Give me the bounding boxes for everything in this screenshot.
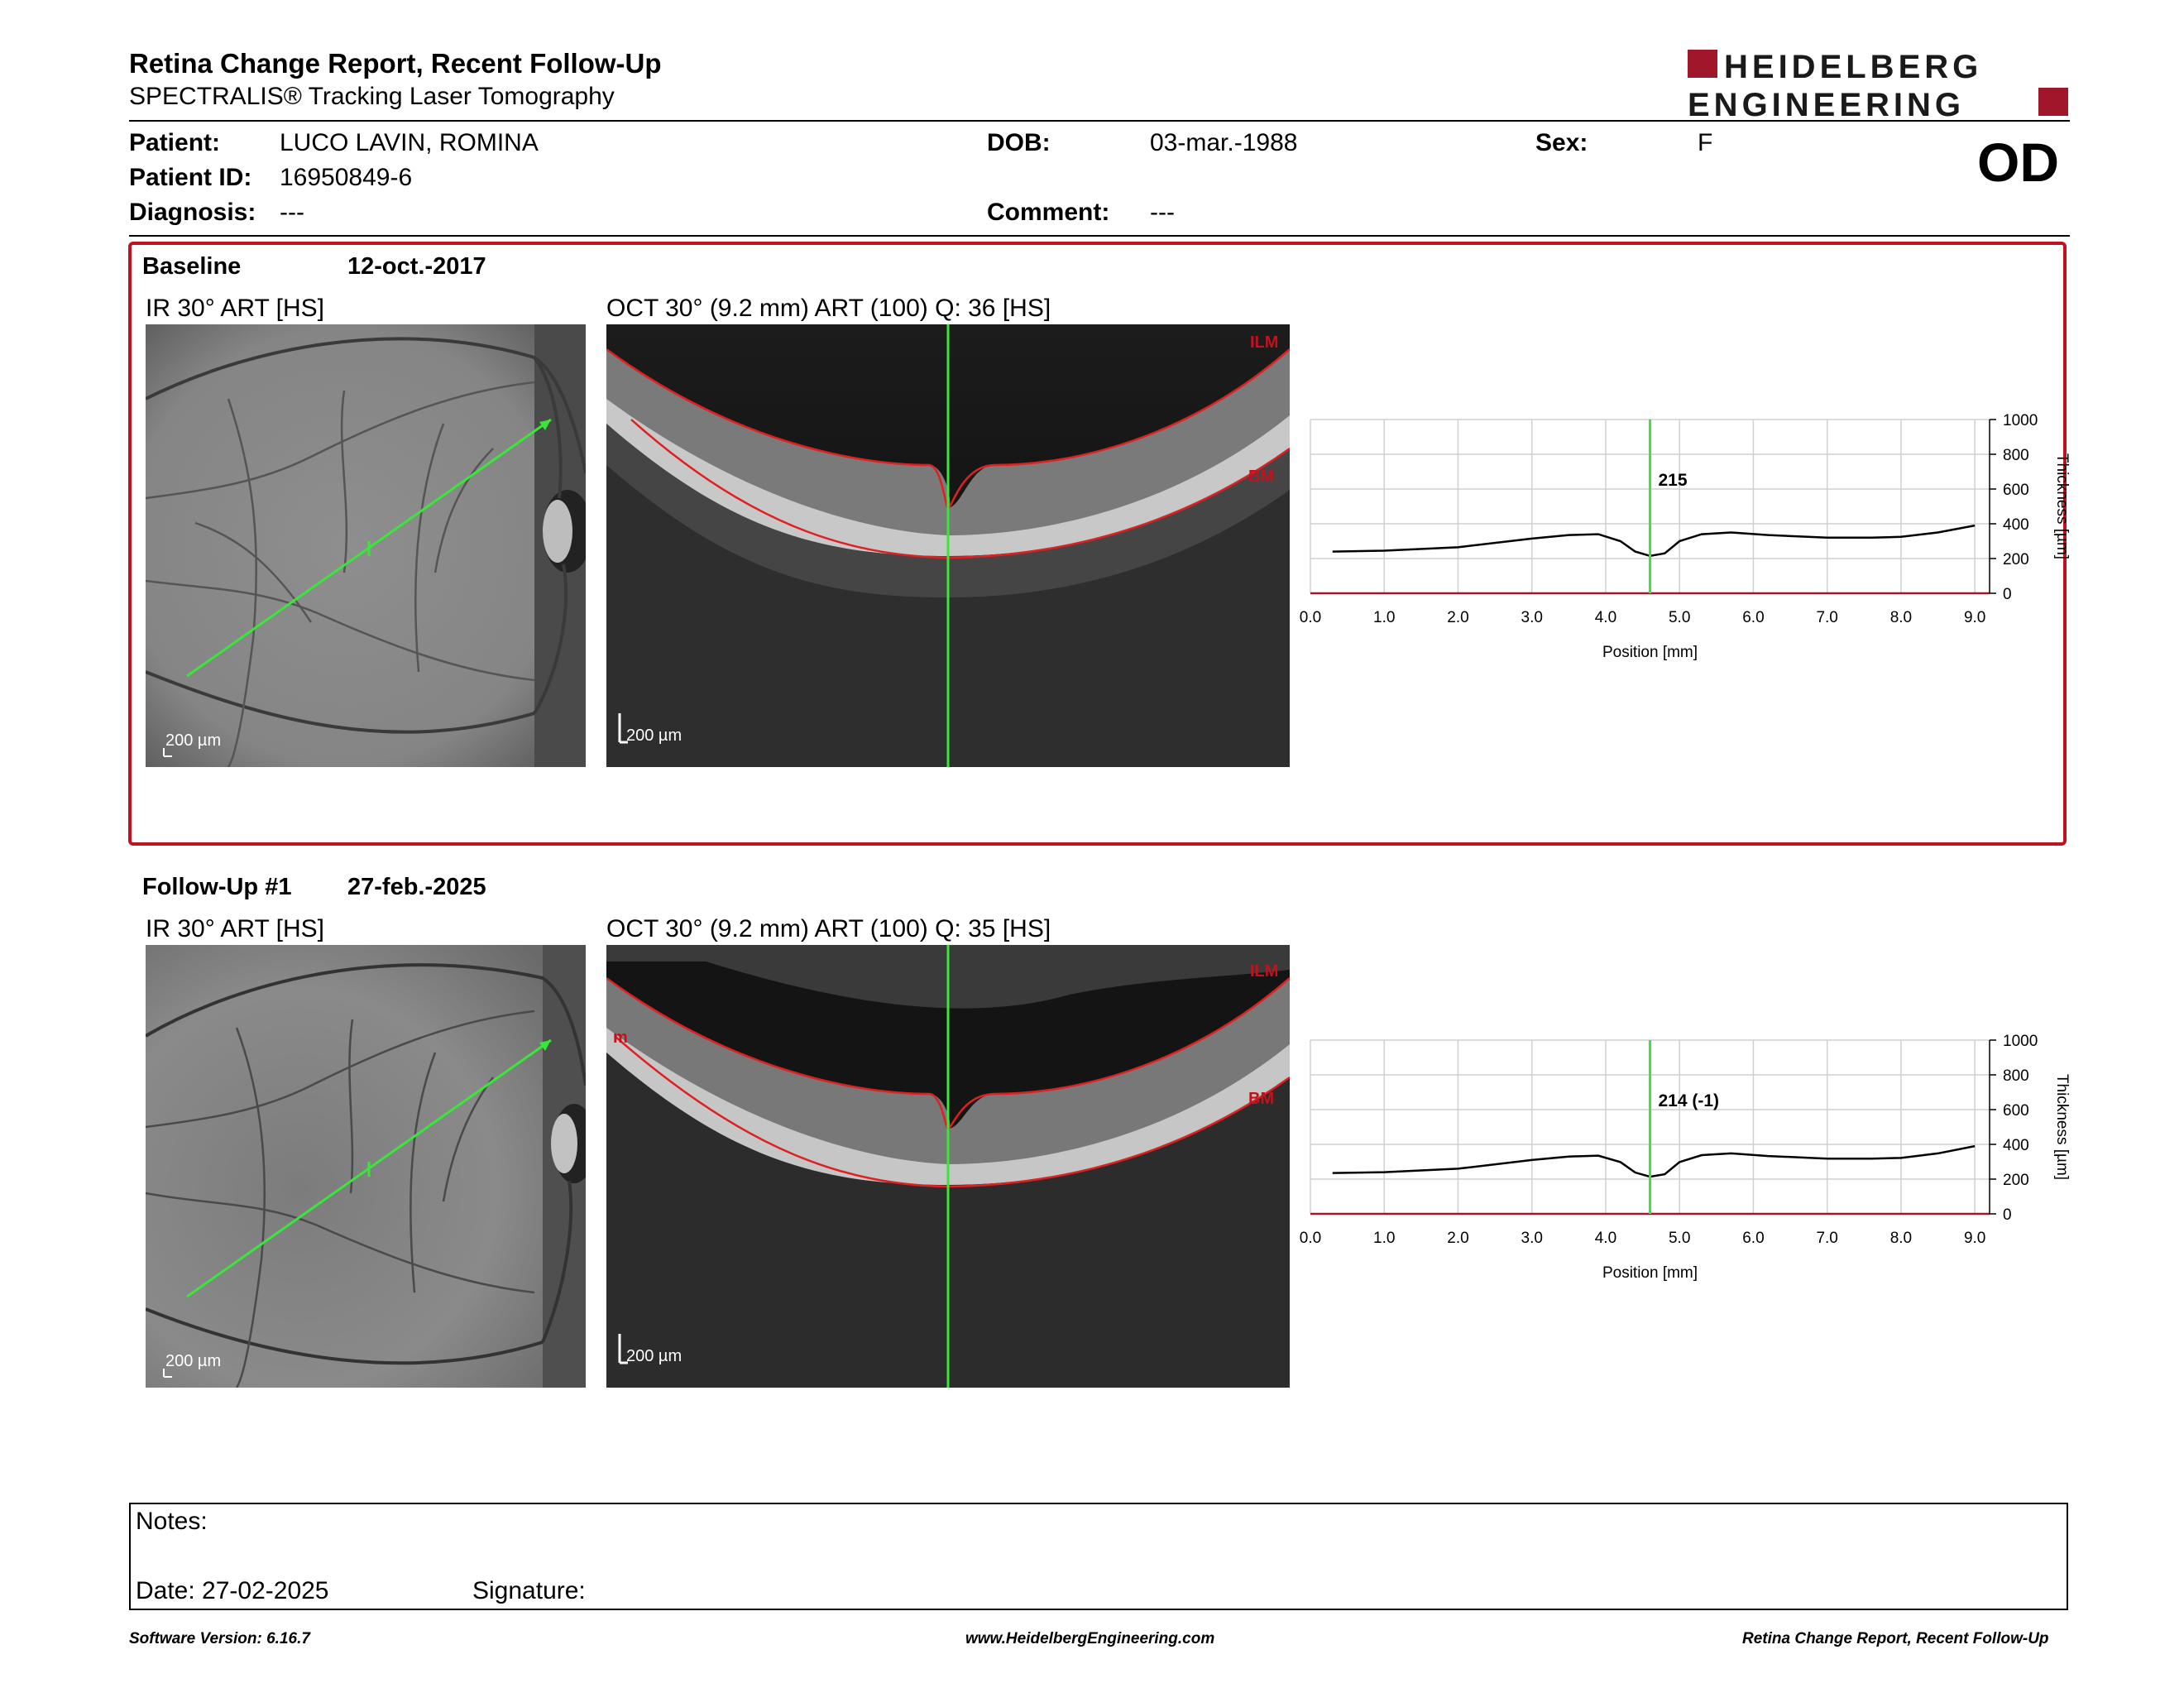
y-tick-label: 600 bbox=[2003, 1102, 2029, 1120]
x-axis-label: Position [mm] bbox=[1602, 644, 1698, 661]
patient-name: LUCO LAVIN, ROMINA bbox=[280, 129, 539, 156]
x-tick-label: 7.0 bbox=[1816, 1230, 1837, 1247]
sex-value: F bbox=[1698, 129, 1713, 156]
x-tick-label: 5.0 bbox=[1669, 1230, 1690, 1247]
comment-value: --- bbox=[1150, 199, 1175, 226]
x-tick-label: 3.0 bbox=[1521, 1230, 1543, 1247]
followup-date: 27-feb.-2025 bbox=[347, 874, 486, 900]
x-tick-label: 2.0 bbox=[1447, 609, 1468, 626]
followup-ilm-label: ILM bbox=[1250, 962, 1278, 981]
marker-value-label: 214 (-1) bbox=[1659, 1091, 1720, 1110]
thickness-line bbox=[1332, 524, 1976, 558]
y-tick-label: 200 bbox=[2003, 1172, 2029, 1189]
x-tick-label: 6.0 bbox=[1742, 1230, 1764, 1247]
y-tick-label: 400 bbox=[2003, 516, 2029, 534]
followup-fundus-image[interactable]: 200 µm bbox=[146, 945, 586, 1388]
dob-label: DOB: bbox=[987, 129, 1051, 156]
x-tick-label: 7.0 bbox=[1816, 609, 1837, 626]
x-tick-label: 4.0 bbox=[1595, 1230, 1616, 1247]
followup-oct-title: OCT 30° (9.2 mm) ART (100) Q: 35 [HS] bbox=[606, 915, 1051, 942]
x-tick-label: 0.0 bbox=[1300, 1230, 1321, 1247]
header-divider bbox=[129, 120, 2070, 122]
baseline-oct-scale: 200 µm bbox=[626, 727, 682, 745]
x-tick-label: 5.0 bbox=[1669, 609, 1690, 626]
x-tick-label: 8.0 bbox=[1890, 1230, 1912, 1247]
y-tick-label: 0 bbox=[2003, 586, 2012, 603]
y-tick-label: 600 bbox=[2003, 482, 2029, 499]
date-label: Date: 27-02-2025 bbox=[136, 1577, 329, 1604]
sex-label: Sex: bbox=[1535, 129, 1588, 156]
baseline-thickness-chart: 0.0 1.0 2.0 3.0 4.0 5.0 6.0 7.0 8.0 9.0 0 200 400 600… bbox=[1300, 412, 2071, 661]
x-tick-label: 0.0 bbox=[1300, 609, 1321, 626]
followup-oct-scale: 200 µm bbox=[626, 1347, 682, 1365]
y-tick-label: 800 bbox=[2003, 1067, 2029, 1085]
x-tick-label: 6.0 bbox=[1742, 609, 1764, 626]
footer-report-name: Retina Change Report, Recent Follow-Up bbox=[1742, 1630, 2049, 1647]
baseline-date: 12-oct.-2017 bbox=[347, 253, 486, 280]
x-axis-label: Position [mm] bbox=[1602, 1264, 1698, 1282]
followup-ir-scale: 200 µm bbox=[165, 1352, 221, 1370]
patient-id-label: Patient ID: bbox=[129, 164, 252, 191]
x-tick-label: 1.0 bbox=[1373, 609, 1395, 626]
footer-software-version: Software Version: 6.16.7 bbox=[129, 1630, 310, 1647]
x-tick-label: 9.0 bbox=[1964, 1230, 1985, 1247]
y-tick-label: 1000 bbox=[2003, 412, 2038, 429]
followup-ir-title: IR 30° ART [HS] bbox=[146, 915, 324, 942]
followup-bm-label: BM bbox=[1248, 1090, 1274, 1108]
marker-value-label: 215 bbox=[1659, 471, 1688, 490]
followup-side-label: m bbox=[613, 1029, 628, 1047]
patient-divider bbox=[129, 235, 2070, 237]
y-tick-label: 400 bbox=[2003, 1137, 2029, 1154]
footer-website[interactable]: www.HeidelbergEngineering.com bbox=[965, 1630, 1215, 1647]
baseline-oct-title: OCT 30° (9.2 mm) ART (100) Q: 36 [HS] bbox=[606, 295, 1051, 322]
baseline-ir-title: IR 30° ART [HS] bbox=[146, 295, 324, 322]
y-axis-label: Thickness [µm] bbox=[2053, 1074, 2071, 1180]
thickness-line bbox=[1332, 1144, 1976, 1178]
signature-label: Signature: bbox=[472, 1577, 586, 1604]
comment-label: Comment: bbox=[987, 199, 1110, 226]
x-tick-label: 4.0 bbox=[1595, 609, 1616, 626]
y-tick-label: 0 bbox=[2003, 1206, 2012, 1224]
baseline-oct-image[interactable]: ILM BM 200 µm bbox=[606, 324, 1290, 767]
y-tick-label: 800 bbox=[2003, 447, 2029, 464]
logo-line1: HEIDELBERG bbox=[1724, 49, 1982, 85]
baseline-label: Baseline bbox=[142, 253, 242, 280]
diagnosis-label: Diagnosis: bbox=[129, 199, 256, 226]
dob-value: 03-mar.-1988 bbox=[1150, 129, 1298, 156]
baseline-ilm-label: ILM bbox=[1250, 333, 1278, 352]
x-tick-label: 2.0 bbox=[1447, 1230, 1468, 1247]
heidelberg-logo: HEIDELBERG ENGINEERING bbox=[1688, 49, 2068, 121]
report-subtitle: SPECTRALIS® Tracking Laser Tomography bbox=[129, 83, 615, 110]
diagnosis-value: --- bbox=[280, 199, 304, 226]
patient-id: 16950849-6 bbox=[280, 164, 413, 191]
notes-box[interactable] bbox=[129, 1503, 2068, 1610]
baseline-ir-scale: 200 µm bbox=[165, 731, 221, 750]
x-tick-label: 8.0 bbox=[1890, 609, 1912, 626]
notes-label: Notes: bbox=[136, 1508, 208, 1535]
y-tick-label: 1000 bbox=[2003, 1033, 2038, 1050]
baseline-section bbox=[128, 242, 2067, 846]
x-tick-label: 3.0 bbox=[1521, 609, 1543, 626]
eye-indicator: OD bbox=[1977, 132, 2059, 193]
followup-label: Follow-Up #1 bbox=[142, 874, 292, 900]
patient-label: Patient: bbox=[129, 129, 221, 156]
y-tick-label: 200 bbox=[2003, 551, 2029, 568]
followup-thickness-chart: 0.0 1.0 2.0 3.0 4.0 5.0 6.0 7.0 8.0 9.0 0 200 400 600… bbox=[1300, 1033, 2071, 1282]
followup-oct-image[interactable]: ILM BM m 200 µm bbox=[606, 945, 1290, 1388]
baseline-bm-label: BM bbox=[1248, 468, 1274, 486]
x-tick-label: 9.0 bbox=[1964, 609, 1985, 626]
logo-line2: ENGINEERING bbox=[1688, 87, 1965, 121]
x-tick-label: 1.0 bbox=[1373, 1230, 1395, 1247]
baseline-fundus-image[interactable]: 200 µm bbox=[146, 324, 586, 767]
y-axis-label: Thickness [µm] bbox=[2053, 453, 2071, 559]
report-title: Retina Change Report, Recent Follow-Up bbox=[129, 48, 662, 79]
